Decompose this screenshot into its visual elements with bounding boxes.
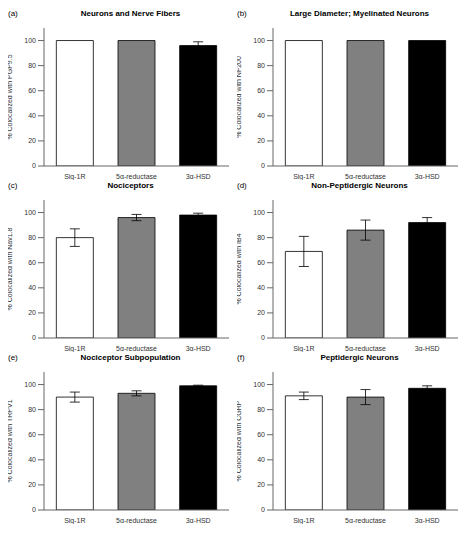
svg-text:% Colocalized with CGRP: % Colocalized with CGRP	[237, 400, 242, 481]
html-text:(e): (e)	[8, 353, 18, 362]
svg-text:% Colocalized with TRPV1: % Colocalized with TRPV1	[8, 399, 13, 482]
svg-text:100: 100	[253, 381, 265, 388]
svg-text:3α-HSD: 3α-HSD	[415, 517, 440, 524]
svg-text:80: 80	[257, 62, 265, 69]
svg-text:40: 40	[28, 456, 36, 463]
svg-text:5α-reductase: 5α-reductase	[345, 345, 386, 352]
html-text:(f): (f)	[237, 353, 245, 362]
svg-text:Sig-1R: Sig-1R	[293, 345, 314, 352]
svg-text:3α-HSD: 3α-HSD	[186, 517, 211, 524]
svg-text:0: 0	[32, 162, 36, 169]
svg-text:Sig-1R: Sig-1R	[64, 173, 85, 180]
svg-text:100: 100	[253, 209, 265, 216]
svg-text:% Colocalized with PGP9.5: % Colocalized with PGP9.5	[8, 54, 13, 139]
svg-text:% Colocalized with NF200: % Colocalized with NF200	[237, 56, 242, 138]
svg-text:5α-reductase: 5α-reductase	[345, 517, 386, 524]
svg-text:0: 0	[261, 334, 265, 341]
svg-text:3α-HSD: 3α-HSD	[415, 345, 440, 352]
svg-text:Sig-1R: Sig-1R	[64, 345, 85, 352]
svg-text:3α-HSD: 3α-HSD	[186, 345, 211, 352]
svg-text:80: 80	[28, 406, 36, 413]
html-text:Large Diameter; Myelinated Neu: Large Diameter; Myelinated Neurons	[289, 9, 430, 18]
svg-text:0: 0	[32, 334, 36, 341]
svg-text:40: 40	[257, 456, 265, 463]
svg-text:3α-HSD: 3α-HSD	[186, 173, 211, 180]
svg-text:% Colocalized with Nav1.8: % Colocalized with Nav1.8	[8, 227, 13, 310]
svg-text:0: 0	[32, 506, 36, 513]
svg-text:Sig-1R: Sig-1R	[64, 517, 85, 524]
svg-text:Sig-1R: Sig-1R	[293, 517, 314, 524]
svg-text:100: 100	[253, 37, 265, 44]
svg-text:40: 40	[28, 112, 36, 119]
svg-text:0: 0	[261, 506, 265, 513]
svg-text:60: 60	[28, 87, 36, 94]
svg-text:40: 40	[28, 284, 36, 291]
svg-text:80: 80	[28, 62, 36, 69]
svg-text:60: 60	[257, 87, 265, 94]
html-text:Non-Peptidergic Neurons: Non-Peptidergic Neurons	[311, 181, 408, 190]
svg-text:40: 40	[257, 284, 265, 291]
svg-text:20: 20	[28, 481, 36, 488]
svg-text:Sig-1R: Sig-1R	[293, 173, 314, 180]
svg-text:100: 100	[24, 37, 36, 44]
html-text:(b): (b)	[237, 9, 247, 18]
svg-text:60: 60	[257, 259, 265, 266]
svg-text:80: 80	[28, 234, 36, 241]
svg-text:60: 60	[257, 431, 265, 438]
svg-text:5α-reductase: 5α-reductase	[116, 345, 157, 352]
svg-text:5α-reductase: 5α-reductase	[116, 517, 157, 524]
svg-text:100: 100	[24, 209, 36, 216]
svg-text:100: 100	[24, 381, 36, 388]
html-text:(a): (a)	[8, 9, 18, 18]
html-text:Neurons and Nerve Fibers: Neurons and Nerve Fibers	[80, 9, 181, 18]
svg-text:0: 0	[261, 162, 265, 169]
svg-text:80: 80	[257, 234, 265, 241]
html-text:Peptidergic Neurons: Peptidergic Neurons	[320, 353, 399, 362]
html-text:(c): (c)	[8, 181, 18, 190]
svg-text:5α-reductase: 5α-reductase	[345, 173, 386, 180]
html-text:Nociceptor Subpopulation: Nociceptor Subpopulation	[80, 353, 181, 362]
svg-text:40: 40	[257, 112, 265, 119]
svg-text:20: 20	[257, 481, 265, 488]
svg-text:20: 20	[28, 137, 36, 144]
svg-text:20: 20	[28, 309, 36, 316]
svg-text:60: 60	[28, 431, 36, 438]
svg-text:5α-reductase: 5α-reductase	[116, 173, 157, 180]
svg-text:% Colocalized with IB4: % Colocalized with IB4	[237, 233, 242, 304]
svg-text:60: 60	[28, 259, 36, 266]
svg-text:3α-HSD: 3α-HSD	[415, 173, 440, 180]
svg-text:20: 20	[257, 309, 265, 316]
html-text:(d): (d)	[237, 181, 247, 190]
svg-text:80: 80	[257, 406, 265, 413]
svg-text:20: 20	[257, 137, 265, 144]
html-text:Nociceptors: Nociceptors	[107, 181, 154, 190]
